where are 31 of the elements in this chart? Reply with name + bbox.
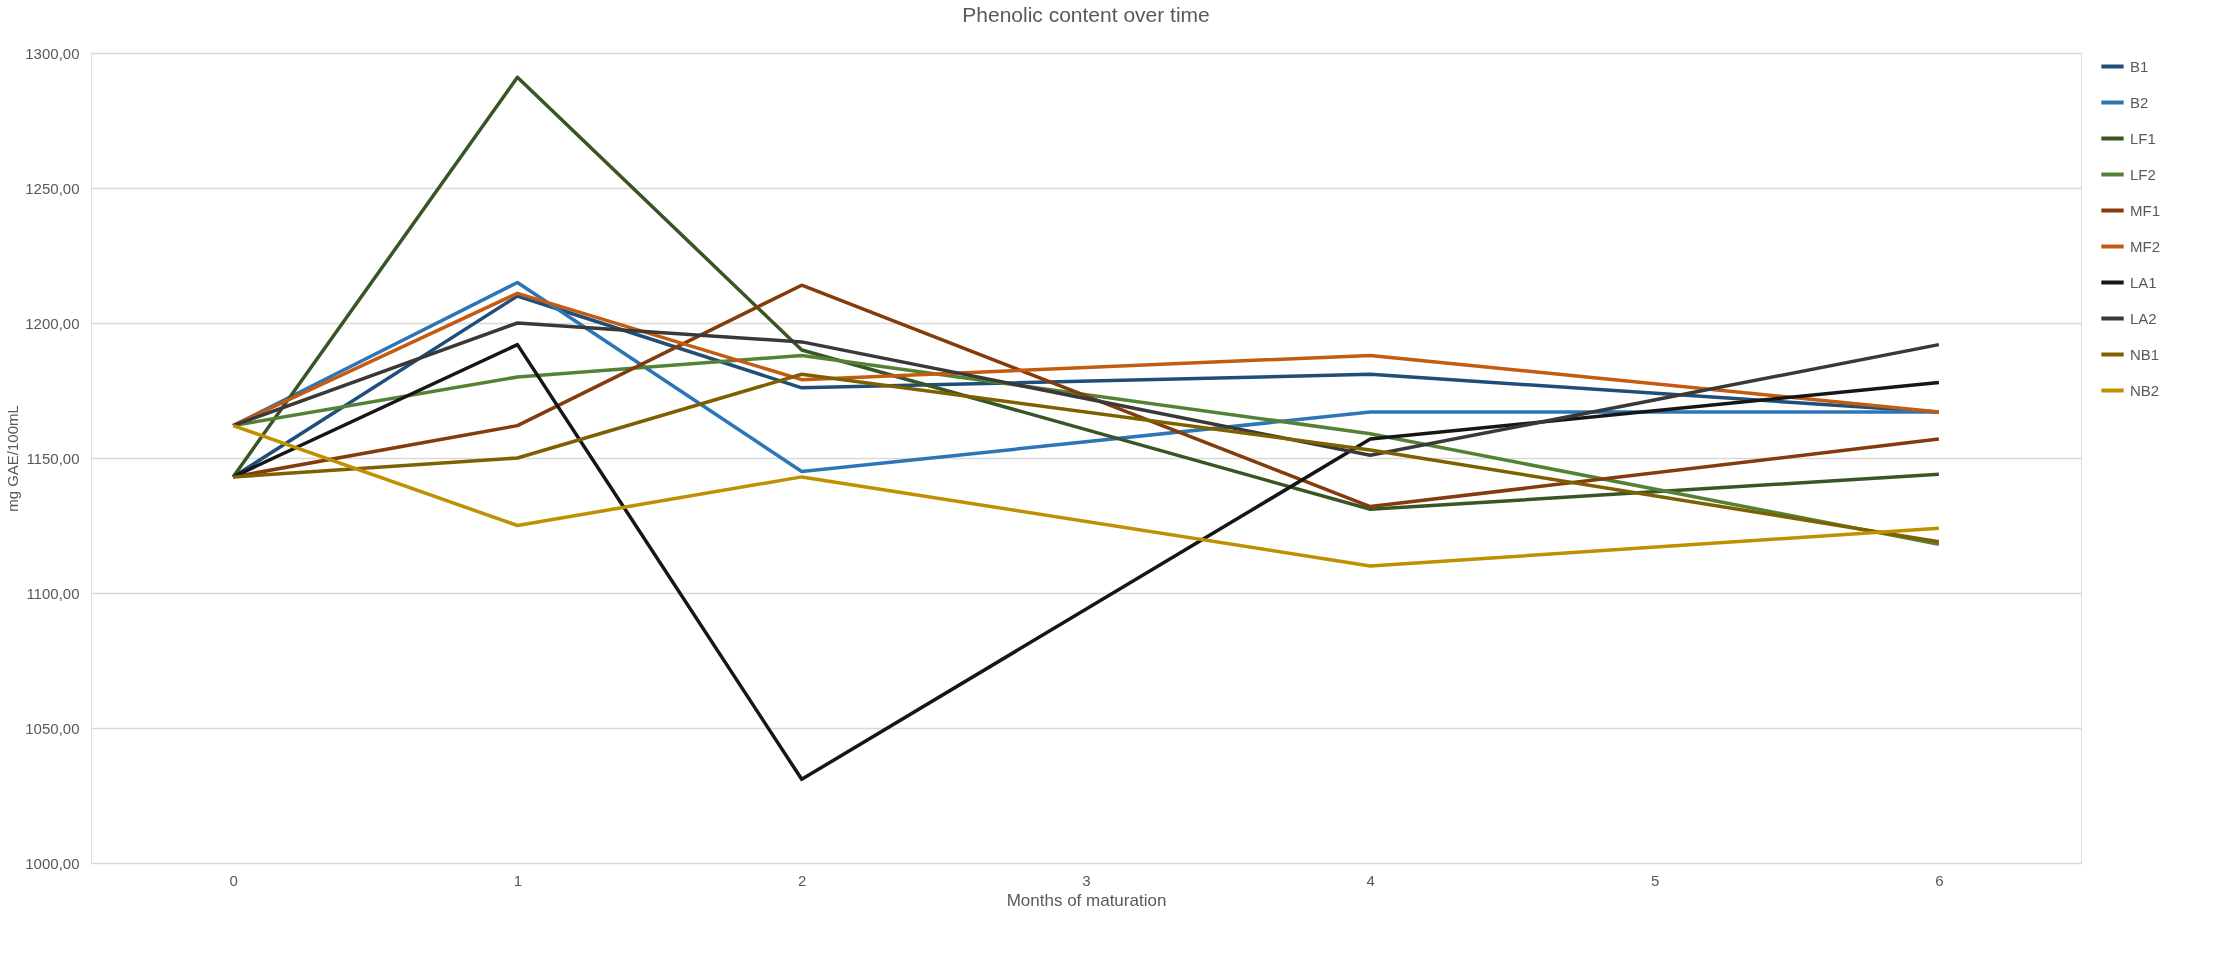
y-tick-label: 1200,00 <box>25 314 80 332</box>
legend-label: B1 <box>2130 57 2149 75</box>
x-tick-label: 6 <box>1935 871 1944 889</box>
x-tick-label: 4 <box>1366 871 1375 889</box>
y-tick-label: 1050,00 <box>25 719 80 737</box>
y-tick-label: 1100,00 <box>26 584 80 602</box>
legend-label: NB2 <box>2130 381 2160 399</box>
legend-label: B2 <box>2130 93 2149 111</box>
y-tick-label: 1000,00 <box>25 854 80 872</box>
line-series <box>231 75 1941 512</box>
legend-label: LA1 <box>2130 273 2157 291</box>
legend-label: MF2 <box>2130 237 2160 255</box>
legend-label: LF2 <box>2130 165 2156 183</box>
legend-label: LF1 <box>2130 129 2156 147</box>
x-tick-label: 2 <box>798 871 807 889</box>
legend-label: LA2 <box>2130 309 2157 327</box>
chart-title: Phenolic content over time <box>962 3 1210 26</box>
x-tick-label: 5 <box>1650 871 1660 889</box>
y-tick-label: 1150,00 <box>26 449 80 467</box>
x-tick-label: 3 <box>1082 871 1091 889</box>
y-tick-label: 1250,00 <box>25 179 80 197</box>
y-tick-label: 1300,00 <box>25 44 80 62</box>
x-tick-label: 0 <box>229 871 238 889</box>
legend-label: NB1 <box>2130 345 2160 363</box>
y-axis-title: mg GAE/100mL <box>4 405 22 512</box>
x-tick-label: 1 <box>513 871 523 889</box>
x-axis-title: Months of maturation <box>1006 890 1167 910</box>
line-series <box>231 321 1941 458</box>
line-series <box>231 423 1941 568</box>
line-series <box>231 342 1941 782</box>
legend-label: MF1 <box>2130 201 2160 219</box>
